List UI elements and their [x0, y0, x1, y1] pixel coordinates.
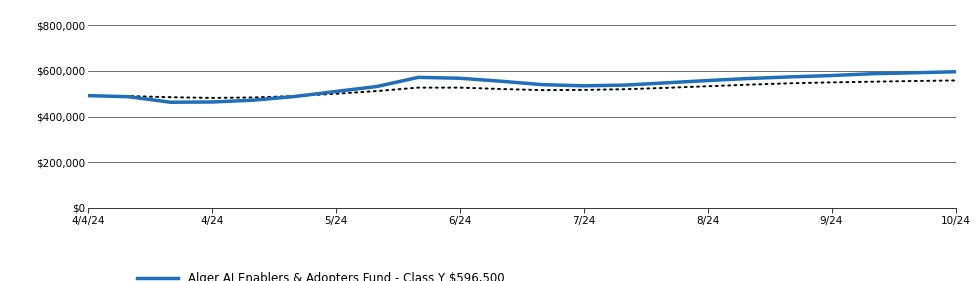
- Legend: Alger AI Enablers & Adopters Fund - Class Y $596,500, S&P 500 Index $558,380: Alger AI Enablers & Adopters Fund - Clas…: [137, 272, 504, 281]
